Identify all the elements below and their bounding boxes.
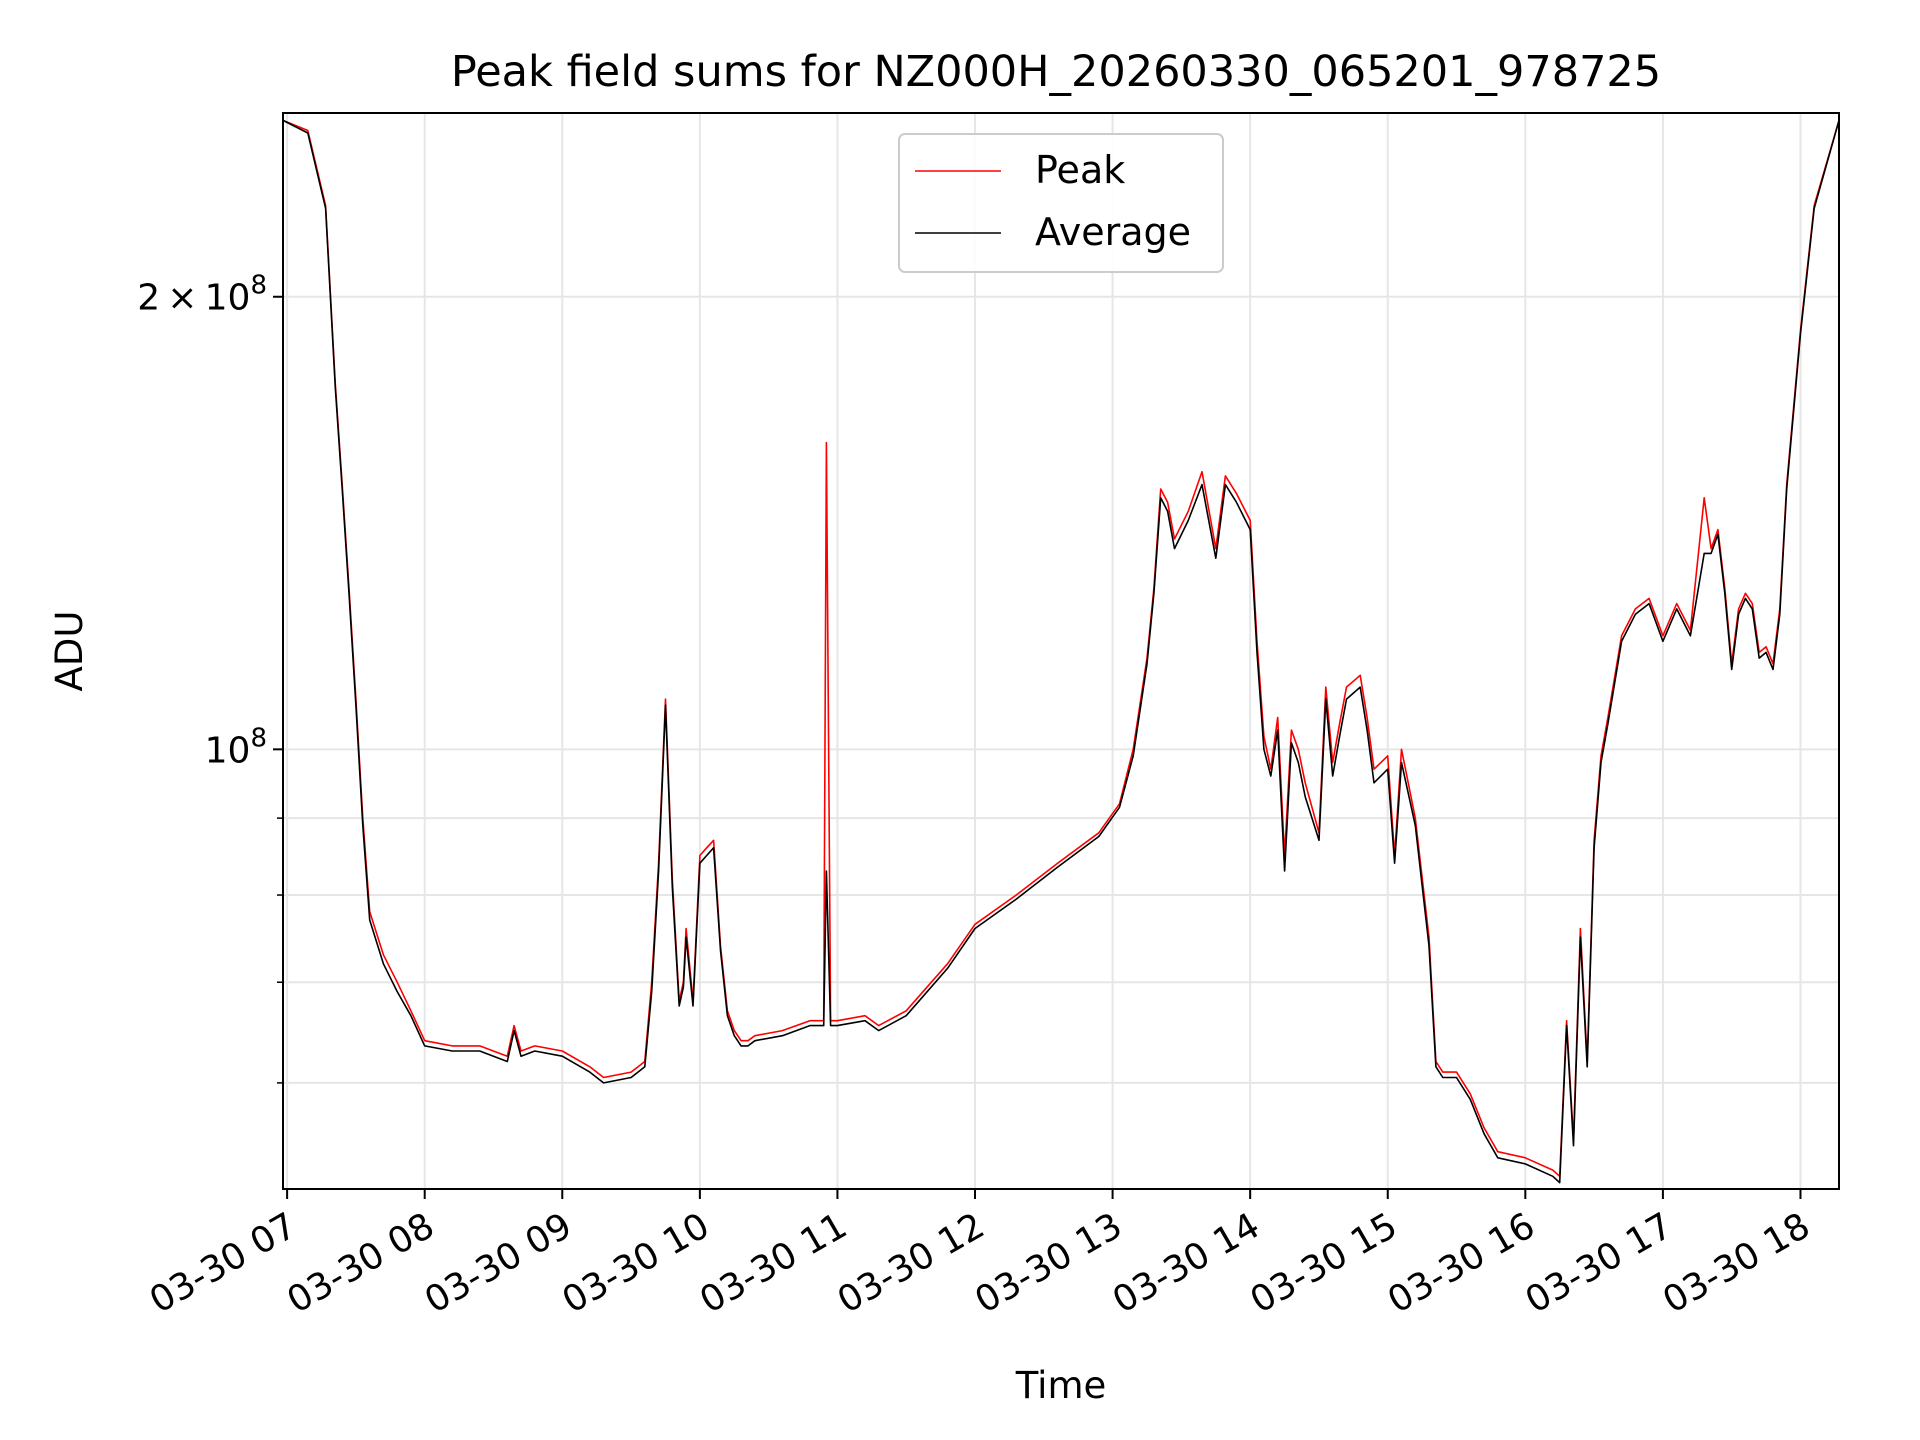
series-line-peak xyxy=(282,119,1840,1178)
y-tick-label: 108 xyxy=(205,723,267,771)
y-axis-label: ADU xyxy=(48,611,91,692)
legend-label-average: Average xyxy=(1035,210,1191,254)
plot-frame xyxy=(282,112,1840,1190)
legend-label-peak: Peak xyxy=(1035,148,1125,192)
legend-box xyxy=(898,133,1224,273)
x-axis-label: Time xyxy=(1015,1364,1107,1407)
series-line-average xyxy=(282,119,1840,1184)
plot-lines xyxy=(282,119,1840,1184)
y-tick-label: 2 × 108 xyxy=(137,271,267,319)
y-axis: 108 2 × 108 xyxy=(137,271,283,1084)
legend: Peak Average xyxy=(898,133,1224,273)
chart-title: Peak field sums for NZ000H_20260330_0652… xyxy=(451,47,1661,97)
grid xyxy=(283,113,1839,1189)
